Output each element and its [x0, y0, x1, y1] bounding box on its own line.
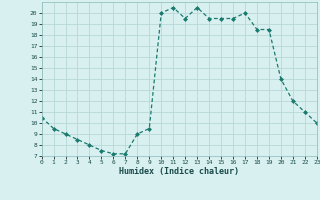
X-axis label: Humidex (Indice chaleur): Humidex (Indice chaleur) [119, 167, 239, 176]
